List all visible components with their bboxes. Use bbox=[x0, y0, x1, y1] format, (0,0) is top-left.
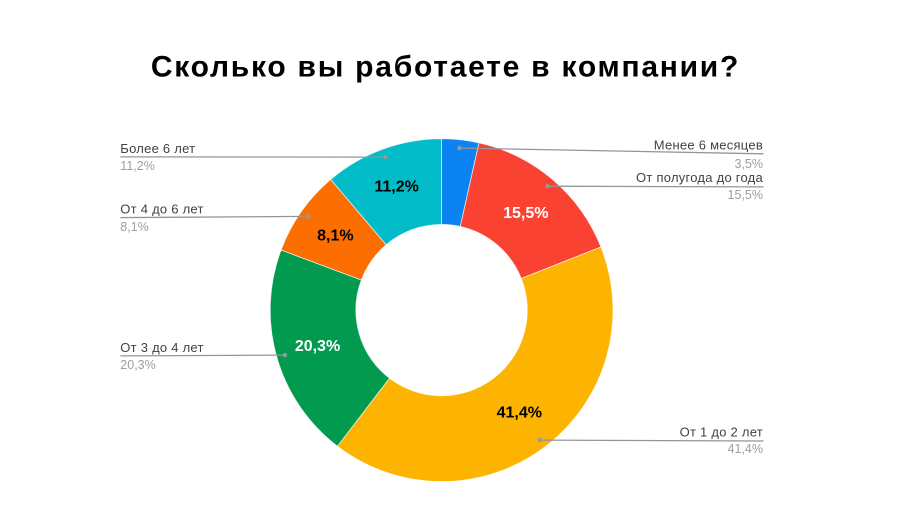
svg-text:От 3 до 4 лет: От 3 до 4 лет bbox=[120, 340, 203, 355]
svg-text:11,2%: 11,2% bbox=[374, 178, 418, 195]
svg-text:Менее 6 месяцев: Менее 6 месяцев bbox=[654, 138, 763, 153]
svg-text:Сколько вы работаете в компани: Сколько вы работаете в компании? bbox=[151, 50, 740, 83]
svg-text:Более 6 лет: Более 6 лет bbox=[120, 141, 195, 156]
svg-text:8,1%: 8,1% bbox=[120, 220, 149, 234]
svg-text:От 4 до 6 лет: От 4 до 6 лет bbox=[120, 202, 203, 217]
svg-text:20,3%: 20,3% bbox=[120, 358, 155, 372]
svg-text:От полугода до года: От полугода до года bbox=[636, 170, 763, 185]
svg-text:41,4%: 41,4% bbox=[497, 405, 542, 422]
svg-text:20,3%: 20,3% bbox=[295, 338, 340, 355]
svg-text:3,5%: 3,5% bbox=[735, 157, 764, 171]
svg-text:11,2%: 11,2% bbox=[120, 159, 155, 173]
svg-text:41,4%: 41,4% bbox=[728, 442, 763, 456]
svg-text:8,1%: 8,1% bbox=[317, 227, 353, 244]
svg-text:От 1 до 2 лет: От 1 до 2 лет bbox=[680, 425, 763, 440]
svg-text:15,5%: 15,5% bbox=[503, 205, 548, 222]
svg-text:15,5%: 15,5% bbox=[728, 188, 763, 202]
